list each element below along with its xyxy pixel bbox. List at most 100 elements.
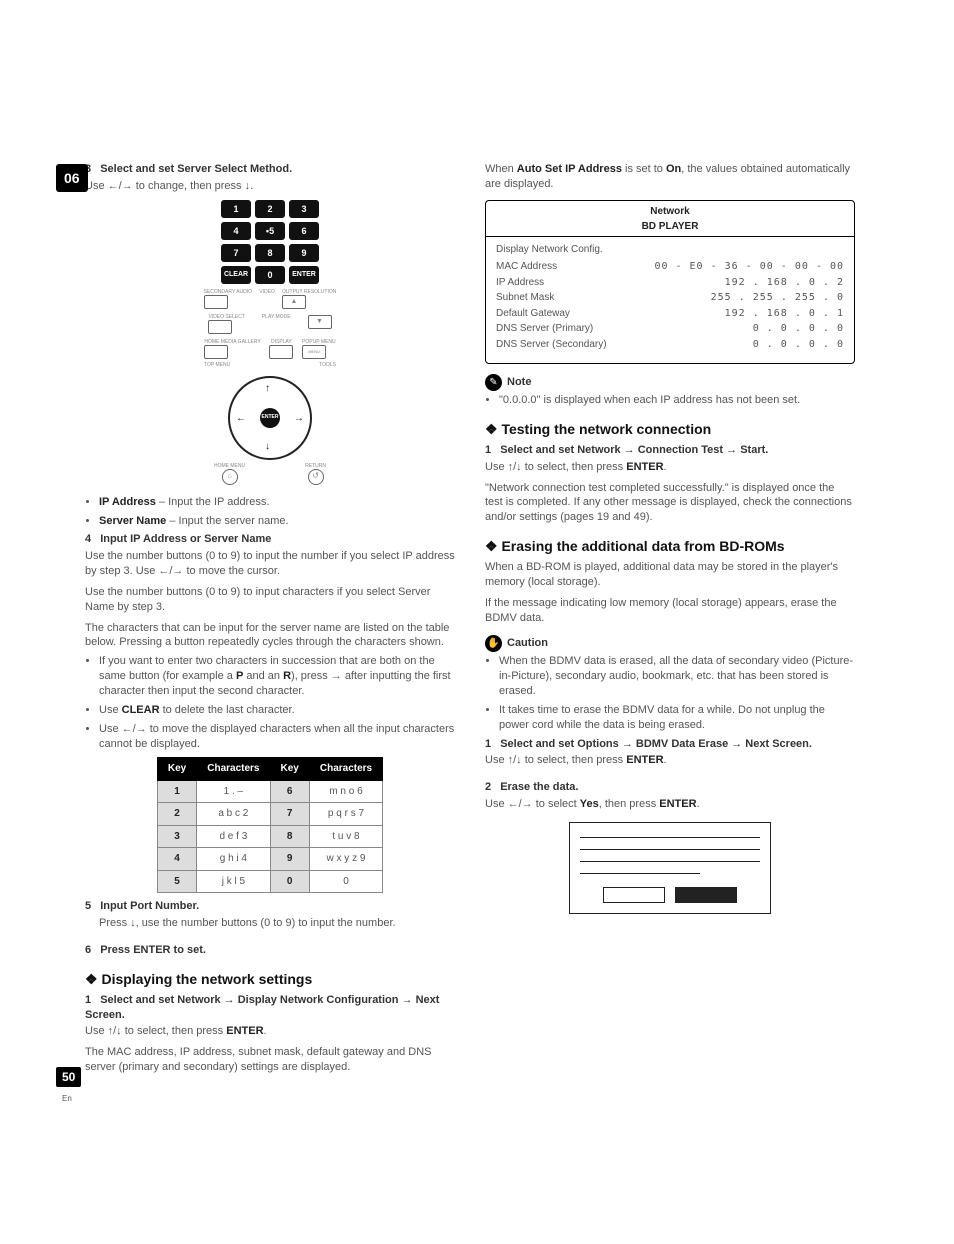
cell: 8 [270,825,309,848]
step-3-body: Use ←/→ to change, then press ↓. [85,179,455,194]
net-row: DNS Server (Primary) 0 . 0 . 0 . 0 [496,322,844,336]
note-label: Note [507,375,531,390]
step-title: Select and set Server Select Method. [100,163,292,175]
value: 00 - E0 - 36 - 00 - 00 - 00 [654,260,844,274]
cell: t u v 8 [309,825,382,848]
cell: 5 [157,870,196,893]
text: CLEAR [122,704,160,716]
cell: 1 . – [197,780,270,803]
remote-key-1: 1 [221,200,251,218]
bullet-ip: IP Address – Input the IP address. [99,495,455,510]
col-header: Key [157,758,196,781]
remote-outline-btn [208,320,232,334]
bullet: When the BDMV data is erased, all the da… [499,654,855,699]
paragraph: Use the number buttons (0 to 9) to input… [85,585,455,615]
step-title: Input IP Address or Server Name [100,533,271,545]
text: , then press [599,798,660,810]
col-header: Characters [197,758,270,781]
remote-key-2: 2 [255,200,285,218]
remote-diagram: 1 2 3 4 •5 6 7 8 9 CLEAR 0 ENTER SECONDA… [85,200,455,485]
cell: 0 [270,870,309,893]
bullet-list: If you want to enter two characters in s… [85,654,455,751]
cell: m n o 6 [309,780,382,803]
test-step-1: 1 Select and set Network → Connection Te… [485,443,855,458]
label: MAC Address [496,260,557,274]
left-column: 3 Select and set Server Select Method. U… [85,160,455,1077]
step-number: 1 [485,738,491,750]
text: Use ↑/↓ to select, then press [485,461,626,473]
cell: 6 [270,780,309,803]
value: 0 . 0 . 0 . 0 [753,322,844,336]
page-number: 50 [56,1067,81,1087]
remote-label: OUTPUT RESOLUTION [282,290,336,295]
text: On [666,163,681,175]
text: to delete the last character. [160,704,295,716]
right-column: When Auto Set IP Address is set to On , t… [485,160,855,1077]
step-number: 1 [85,994,91,1006]
remote-label: POPUP MENU [302,340,336,345]
remote-outline-btn [269,345,293,359]
label: IP Address [99,496,156,508]
remote-key-5: •5 [255,222,285,240]
step-number: 5 [85,900,91,912]
key-char-table: Key Characters Key Characters 11 . –6m n… [85,757,455,893]
label: DNS Server (Primary) [496,322,593,336]
remote-label: TOOLS [319,363,336,368]
remote-label: RETURN [305,464,326,469]
remote-label: PLAY MODE [262,315,291,320]
cell: 7 [270,803,309,826]
text: – Input the IP address. [156,496,270,508]
text: ENTER [226,1025,263,1037]
remote-key-enter: ENTER [289,266,319,284]
arrow-left-icon: ← [236,412,246,426]
text: ENTER [626,461,663,473]
net-row: IP Address192 . 168 . 0 . 2 [496,276,844,290]
net-row: Subnet Mask255 . 255 . 255 . 0 [496,291,844,305]
value: 192 . 168 . 0 . 2 [725,276,844,290]
text: Use ←/→ to select [485,798,580,810]
step-3: 3 Select and set Server Select Method. [85,162,455,177]
remote-key-0: 0 [255,266,285,284]
instruction: Use ↑/↓ to select, then press ENTER. [485,460,855,475]
text: Auto Set IP Address [517,163,622,175]
net-row: DNS Server (Secondary)0 . 0 . 0 . 0 [496,338,844,352]
text: is set to [622,163,666,175]
cell: 1 [157,780,196,803]
remote-outline-btn [204,295,228,309]
remote-key-clear: CLEAR [221,266,251,284]
remote-label: VIDEO SELECT [208,315,244,320]
erase-step-2: 2 Erase the data. [485,780,855,795]
table-row: 5j k l 500 [157,870,382,893]
table-row: 11 . –6m n o 6 [157,780,382,803]
step-number: 2 [485,781,491,793]
step-title: Select and set Network → Connection Test… [500,444,768,456]
bullet-server: Server Name – Input the server name. [99,514,455,529]
cell: 2 [157,803,196,826]
table-row: 3d e f 38t u v 8 [157,825,382,848]
remote-label: HOME MEDIA GALLERY [204,340,260,345]
text: R [283,670,291,682]
text: Use ↑/↓ to select, then press [85,1025,226,1037]
remote-key-7: 7 [221,244,251,262]
network-config-box: Network BD PLAYER Display Network Config… [485,200,855,365]
bullet: If you want to enter two characters in s… [99,654,455,699]
step-4: 4 Input IP Address or Server Name [85,532,455,547]
bullet-list: "0.0.0.0" is displayed when each IP addr… [485,393,855,408]
step-5-body: Press ↓, use the number buttons (0 to 9)… [85,916,455,931]
step-number: 4 [85,533,91,545]
chapter-badge: 06 [56,164,88,192]
cell: d e f 3 [197,825,270,848]
cell: 4 [157,848,196,871]
paragraph: "Network connection test completed succe… [485,481,855,526]
intro-paragraph: When Auto Set IP Address is set to On, t… [485,162,855,192]
arrow-right-icon: → [294,412,304,426]
text: When [485,163,517,175]
paragraph: Use the number buttons (0 to 9) to input… [85,549,455,579]
paragraph: If the message indicating low memory (lo… [485,596,855,626]
remote-key-9: 9 [289,244,319,262]
label: DNS Server (Secondary) [496,338,607,352]
remote-dpad-enter: ENTER [260,408,280,428]
dialog-btn-filled [675,887,737,903]
hand-icon: ✋ [485,635,502,652]
text: ENTER [659,798,696,810]
